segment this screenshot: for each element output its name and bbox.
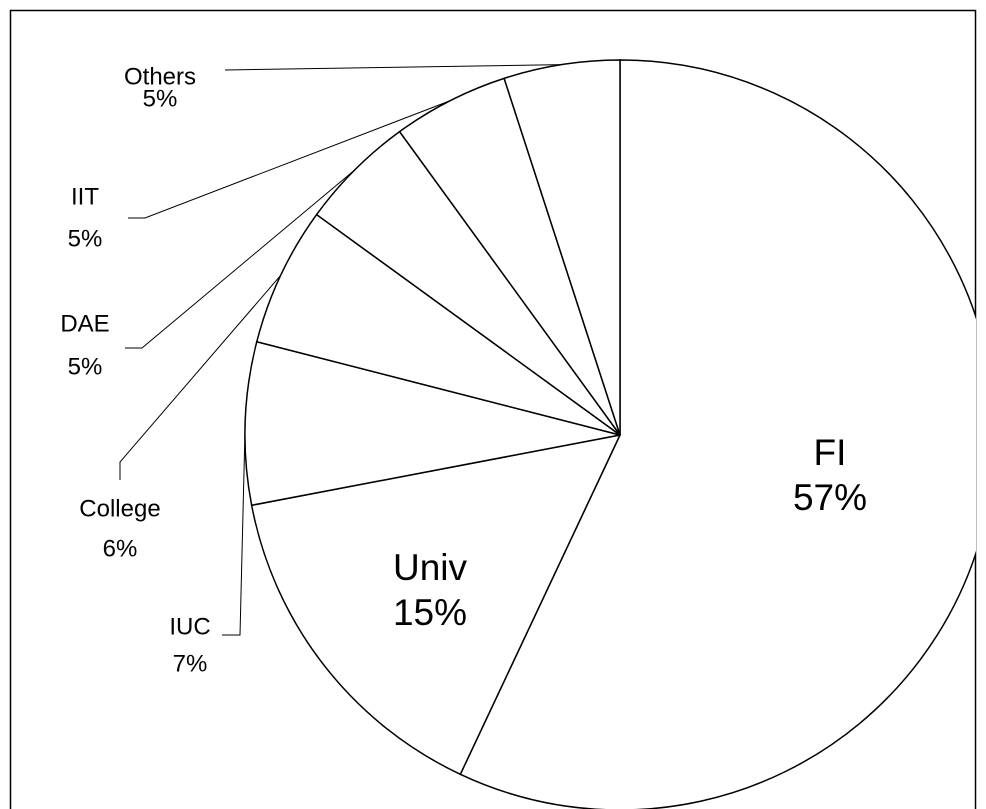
slice-value-label: 57% bbox=[793, 477, 867, 518]
pie-slice bbox=[255, 213, 621, 436]
leader-line bbox=[125, 169, 356, 349]
slice-value-label: 5% bbox=[143, 85, 178, 112]
leader-line bbox=[224, 64, 562, 71]
leader-line bbox=[128, 100, 450, 219]
slice-label: IUC bbox=[169, 613, 210, 640]
slice-label: IIT bbox=[71, 183, 99, 210]
pie-slice bbox=[250, 433, 622, 776]
pie-slice bbox=[503, 59, 621, 436]
slice-label: Univ bbox=[393, 547, 468, 588]
plot-area bbox=[119, 59, 976, 809]
slice-label: FI bbox=[814, 432, 847, 473]
slice-value-label: 6% bbox=[103, 535, 138, 562]
pie-slice bbox=[459, 59, 976, 809]
slice-value-label: 15% bbox=[393, 592, 467, 633]
leader-line bbox=[222, 423, 246, 636]
slice-value-label: 7% bbox=[173, 650, 208, 677]
slice-label: College bbox=[79, 495, 160, 522]
slice-label: DAE bbox=[60, 310, 109, 337]
leader-line bbox=[119, 275, 282, 480]
slice-value-label: 5% bbox=[68, 225, 103, 252]
slice-value-label: 5% bbox=[68, 353, 103, 380]
slice-label: Others bbox=[124, 63, 196, 90]
